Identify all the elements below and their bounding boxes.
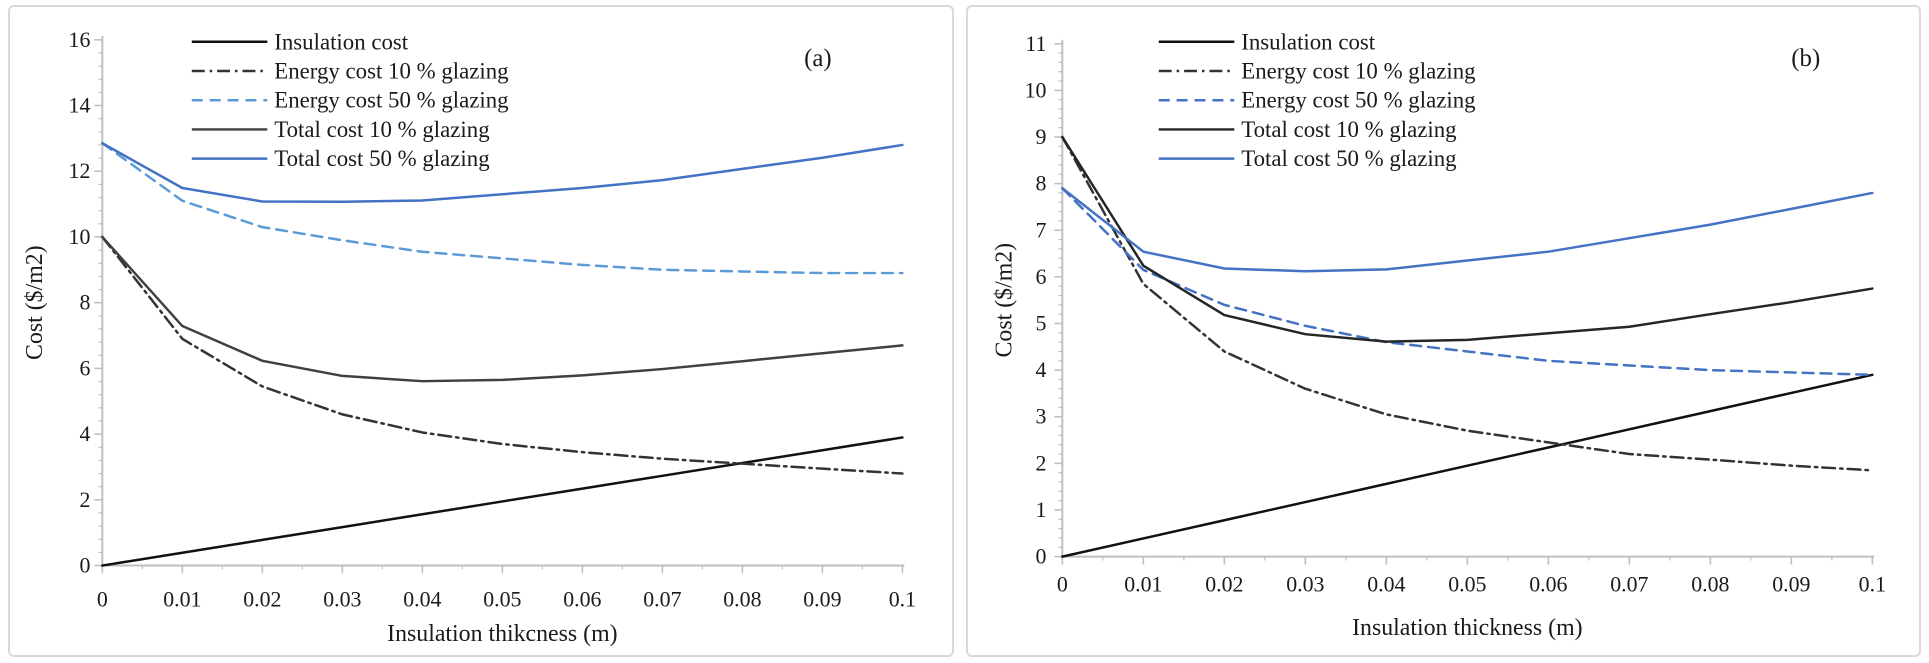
chart-b-y-tick-label: 10: [1025, 78, 1047, 102]
chart-b-x-tick-label: 0.08: [1691, 572, 1729, 596]
chart-b-series-line-energy-cost-50-glazing: [1061, 187, 1874, 377]
chart-a-series-line-total-cost-50-glazing: [101, 142, 904, 204]
chart-b-y-tick-label: 11: [1025, 32, 1046, 56]
chart-b-y-tick-label: 2: [1036, 451, 1047, 475]
chart-a-x-tick-label: 0.1: [889, 587, 916, 611]
chart-a-x-tick-label: 0.07: [643, 587, 681, 611]
chart-a-x-tick-label: 0.02: [243, 587, 281, 611]
chart-b-y-tick-label: 8: [1036, 172, 1047, 196]
chart-b-y-tick-label: 7: [1036, 218, 1047, 242]
chart-b-legend-label-energy-cost-50-glazing: Energy cost 50 % glazing: [1241, 88, 1475, 113]
chart-b-legend-label-total-cost-10-glazing: Total cost 10 % glazing: [1241, 117, 1456, 142]
chart-b-x-tick-label: 0.1: [1859, 572, 1886, 596]
chart-a-y-tick-label: 8: [79, 291, 90, 315]
chart-a-x-tick-label: 0.03: [323, 587, 361, 611]
chart-b-y-tick-label: 5: [1036, 312, 1047, 336]
chart-b-x-tick-label: 0.04: [1367, 572, 1405, 596]
chart-b-x-tick-label: 0.05: [1448, 572, 1486, 596]
chart-b-canvas: 0 1 2 3 4 5 6 7 8 9 10 11 0 0.01 0.02 0.03 0.04 0.05 0.06 0…: [992, 29, 1886, 641]
chart-b-x-tick-label: 0.06: [1529, 572, 1567, 596]
chart-a-legend-label-insulation-cost: Insulation cost: [274, 29, 409, 54]
chart-b-y-axis-title: Cost ($/m2): [992, 243, 1018, 358]
chart-b-legend-label-energy-cost-10-glazing: Energy cost 10 % glazing: [1241, 59, 1475, 84]
chart-a-x-tick-label: 0.05: [483, 587, 521, 611]
chart-a-panel-label: (a): [804, 45, 832, 72]
chart-b-x-tick-label: 0.03: [1286, 572, 1324, 596]
chart-b-x-tick-label: 0.01: [1124, 572, 1162, 596]
chart-b-x-tick-label: 0: [1057, 572, 1068, 596]
chart-b-y-tick-label: 3: [1036, 405, 1047, 429]
chart-b-y-tick-label: 9: [1036, 125, 1047, 149]
chart-b-x-axis-title: Insulation thickness (m): [1352, 615, 1582, 641]
chart-panel-b: 0 1 2 3 4 5 6 7 8 9 10 11 0 0.01 0.02 0.03 0.04 0.05 0.06 0…: [966, 5, 1921, 657]
chart-b-legend-label-total-cost-50-glazing: Total cost 50 % glazing: [1241, 146, 1456, 171]
chart-a-x-tick-label: 0.06: [563, 587, 601, 611]
chart-a-x-tick-label: 0: [97, 587, 108, 611]
chart-a-y-tick-label: 4: [79, 422, 90, 446]
chart-a-x-tick-label: 0.01: [163, 587, 201, 611]
chart-b-y-tick-label: 4: [1036, 358, 1047, 382]
chart-b-panel-label: (b): [1791, 45, 1820, 72]
chart-a-x-axis-title: Insulation thikcness (m): [387, 621, 617, 647]
chart-b-x-tick-label: 0.07: [1610, 572, 1648, 596]
chart-a-y-tick-label: 0: [79, 554, 90, 578]
chart-b-series-line-total-cost-10-glazing: [1061, 135, 1874, 343]
chart-a-x-tick-label: 0.09: [803, 587, 841, 611]
chart-a-y-tick-label: 2: [79, 488, 90, 512]
chart-a-x-tick-label: 0.08: [723, 587, 761, 611]
chart-b-series-line-total-cost-50-glazing: [1061, 187, 1874, 273]
chart-a-y-tick-label: 14: [69, 94, 91, 118]
chart-a-y-tick-label: 10: [69, 225, 91, 249]
chart-a-series-line-total-cost-10-glazing: [101, 235, 904, 383]
chart-a-y-tick-label: 6: [79, 356, 90, 380]
chart-a-legend-label-total-cost-10-glazing: Total cost 10 % glazing: [274, 117, 489, 142]
chart-b-x-tick-label: 0.02: [1205, 572, 1243, 596]
chart-b-y-tick-label: 1: [1036, 498, 1047, 522]
chart-a-y-tick-label: 16: [69, 28, 91, 52]
chart-a-y-tick-label: 12: [69, 159, 91, 183]
chart-b-y-tick-label: 6: [1036, 265, 1047, 289]
chart-a-y-axis-title: Cost ($/m2): [22, 245, 48, 360]
chart-a-canvas: 0 2 4 6 8 10 12 14 16 0 0.01 0.02 0.03 0.04 0.05 0.06 0.…: [22, 28, 916, 647]
chart-a-legend-label-energy-cost-50-glazing: Energy cost 50 % glazing: [274, 88, 508, 113]
chart-b-legend-label-insulation-cost: Insulation cost: [1241, 29, 1376, 54]
chart-panel-a: 0 2 4 6 8 10 12 14 16 0 0.01 0.02 0.03 0.04 0.05 0.06 0.…: [8, 5, 954, 657]
chart-b-x-tick-label: 0.09: [1772, 572, 1810, 596]
chart-b-y-tick-label: 0: [1036, 545, 1047, 569]
chart-a-series-line-insulation-cost: [101, 436, 904, 567]
chart-b-series-line-insulation-cost: [1061, 373, 1874, 558]
chart-a-legend-label-energy-cost-10-glazing: Energy cost 10 % glazing: [274, 59, 508, 84]
chart-b-series-line-energy-cost-10-glazing: [1061, 135, 1874, 472]
chart-a-x-tick-label: 0.04: [403, 587, 441, 611]
chart-a-legend-label-total-cost-50-glazing: Total cost 50 % glazing: [274, 146, 489, 171]
chart-a-series-line-energy-cost-10-glazing: [101, 235, 904, 475]
chart-a-series-line-energy-cost-50-glazing: [101, 142, 904, 275]
